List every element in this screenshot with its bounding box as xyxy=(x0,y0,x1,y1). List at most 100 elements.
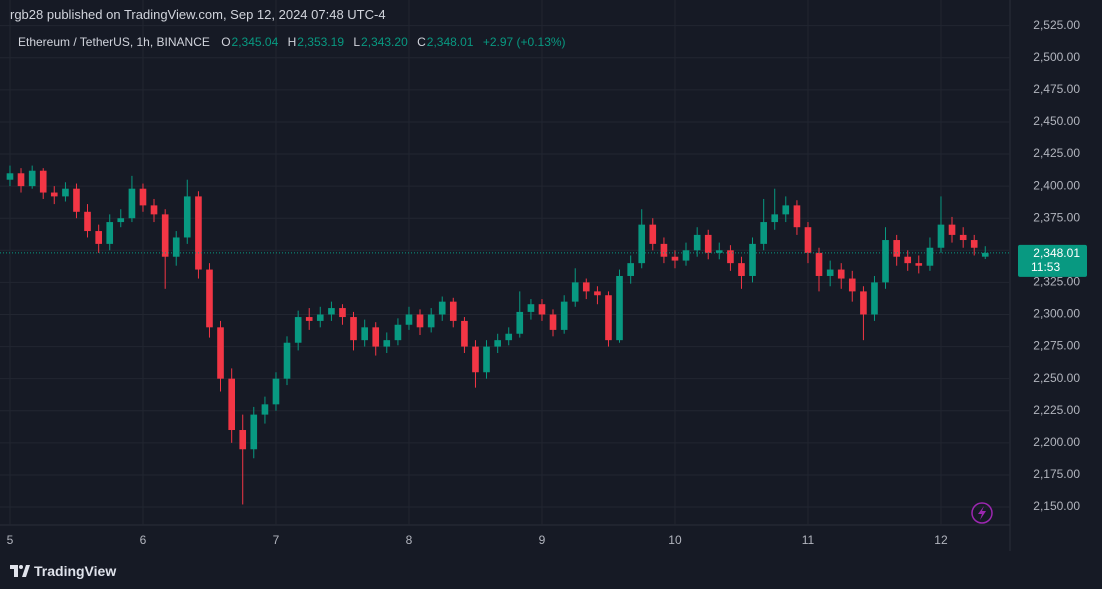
candle-body xyxy=(117,218,125,223)
candle-body xyxy=(793,205,801,228)
grid xyxy=(0,0,1010,525)
x-tick-label: 12 xyxy=(934,533,948,547)
y-tick-label: 2,475.00 xyxy=(1033,82,1080,96)
ohlc-label: L xyxy=(353,35,361,49)
candle-body xyxy=(893,240,900,257)
candle-body xyxy=(815,252,823,276)
symbol: Ethereum / TetherUS, 1h, BINANCE xyxy=(18,35,210,49)
candle-body xyxy=(305,317,313,321)
y-tick-label: 2,425.00 xyxy=(1033,146,1080,160)
candle-body xyxy=(582,282,590,292)
candle-body xyxy=(882,240,889,283)
footer: TradingView xyxy=(10,563,116,579)
y-tick-label: 2,150.00 xyxy=(1033,499,1080,513)
y-tick-label: 2,500.00 xyxy=(1033,50,1080,64)
candle-body xyxy=(405,314,413,325)
candle-body xyxy=(516,311,524,334)
candle-body xyxy=(62,188,69,197)
last-price-box xyxy=(1018,244,1087,277)
y-tick-label: 2,225.00 xyxy=(1033,403,1080,417)
candle-body xyxy=(328,308,335,315)
candle-body xyxy=(139,188,147,206)
candle-body xyxy=(616,275,623,341)
candle-body xyxy=(195,196,202,270)
y-tick-label: 2,525.00 xyxy=(1033,18,1080,32)
candle-body xyxy=(128,188,136,219)
symbol-bar: Ethereum / TetherUS, 1h, BINANCE O2,345.… xyxy=(18,35,572,49)
candle-body xyxy=(904,256,912,264)
candle-body xyxy=(472,346,479,373)
x-tick-label: 6 xyxy=(140,533,147,547)
candle-body xyxy=(549,314,557,330)
candle-body xyxy=(150,205,158,215)
candle-body xyxy=(73,188,80,212)
candle-body xyxy=(837,269,845,279)
candle-body xyxy=(217,327,224,379)
candle-body xyxy=(84,211,91,232)
countdown: 11:53 xyxy=(1031,260,1060,274)
candle-body xyxy=(682,250,690,261)
candle-body xyxy=(760,222,767,244)
candle-body xyxy=(926,247,934,266)
candle-body xyxy=(627,263,634,276)
y-tick-label: 2,275.00 xyxy=(1033,339,1080,353)
last-price-label: 2,348.01 xyxy=(1033,246,1080,260)
candle-body xyxy=(261,404,269,415)
candle-body xyxy=(438,301,446,315)
candle-body xyxy=(749,243,756,276)
candle-body xyxy=(782,205,790,215)
candle-body xyxy=(50,192,58,197)
candle-body xyxy=(804,227,812,253)
y-tick-label: 2,250.00 xyxy=(1033,371,1080,385)
ohlc-label: O xyxy=(221,35,231,49)
candle-body xyxy=(948,224,956,235)
candle-body xyxy=(427,314,435,328)
candle-body xyxy=(372,327,380,347)
candle-body xyxy=(250,414,258,450)
candle-body xyxy=(461,320,468,347)
x-tick-label: 8 xyxy=(406,533,413,547)
candle-body xyxy=(871,282,878,315)
candle-body xyxy=(394,324,402,341)
candle-body xyxy=(494,340,501,347)
candle-body xyxy=(970,240,978,248)
background xyxy=(0,0,1102,551)
candle-body xyxy=(272,378,280,405)
candle-body xyxy=(28,170,36,187)
candle-body xyxy=(860,291,867,315)
chart: 2,150.00 2,175.00 2,200.00 2,225.00 2,250.00… xyxy=(0,0,1102,551)
x-tick-label: 10 xyxy=(668,533,682,547)
candle-body xyxy=(660,243,668,257)
candle-body xyxy=(915,263,923,266)
candle-body xyxy=(704,234,712,253)
candle-body xyxy=(239,430,247,450)
candle-body xyxy=(339,308,346,318)
ohlc-value: 2,348.01 xyxy=(426,35,474,49)
candle-body xyxy=(361,327,368,341)
ohlc-label: C xyxy=(417,35,426,49)
candle-body xyxy=(671,256,679,261)
candles xyxy=(0,165,1010,505)
y-tick-label: 2,400.00 xyxy=(1033,178,1080,192)
y-tick-label: 2,200.00 xyxy=(1033,435,1080,449)
candle-body xyxy=(17,173,25,187)
ohlc-value: 2,343.20 xyxy=(361,35,408,49)
candle-body xyxy=(693,234,701,251)
candle-body xyxy=(505,333,513,341)
candle-body xyxy=(638,224,646,264)
logo xyxy=(10,565,30,577)
x-tick-label: 11 xyxy=(802,533,815,547)
y-tick-label: 2,175.00 xyxy=(1033,467,1080,481)
candle-body xyxy=(6,173,14,180)
candle-body xyxy=(183,196,191,238)
candle-body xyxy=(416,314,424,328)
candle-body xyxy=(848,278,856,292)
candle-body xyxy=(560,301,568,330)
ohlc-value: 2,345.04 xyxy=(231,35,279,49)
brand: TradingView xyxy=(34,563,117,579)
alert-icon[interactable] xyxy=(971,502,993,524)
y-tick-label: 2,450.00 xyxy=(1033,114,1080,128)
candle-body xyxy=(350,317,357,341)
x-tick-label: 9 xyxy=(539,533,546,547)
